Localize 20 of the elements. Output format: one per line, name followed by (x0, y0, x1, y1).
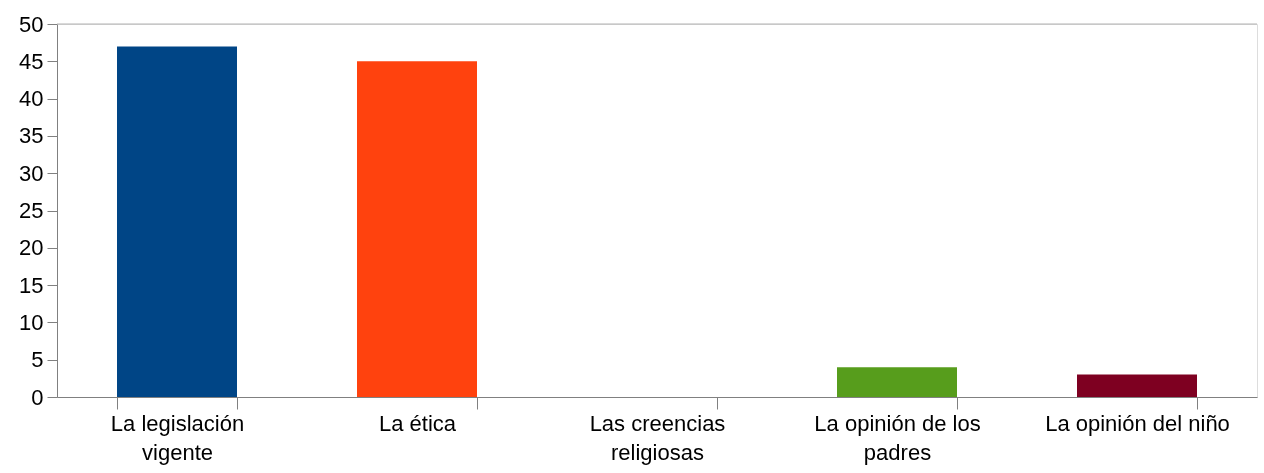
x-tick-label: La opinión del niño (1045, 410, 1230, 436)
y-tick-label: 45 (19, 48, 44, 74)
bar (117, 46, 237, 397)
y-tick-label: 10 (19, 309, 44, 335)
y-tick-label: 20 (19, 235, 44, 261)
bar (357, 61, 477, 397)
y-tick-label: 15 (19, 272, 44, 298)
x-tick-label: La legislación vigente (110, 410, 245, 465)
y-tick-label: 0 (31, 384, 44, 410)
x-tick-label: La opinión de los padres (814, 410, 981, 465)
y-tick-label: 35 (19, 123, 44, 149)
bar (1077, 374, 1197, 397)
y-tick-label: 30 (19, 160, 44, 186)
y-tick-label: 40 (19, 86, 44, 112)
y-tick-label: 25 (19, 198, 44, 223)
x-tick-label: La ética (378, 410, 457, 436)
y-tick-label: 50 (19, 11, 44, 37)
x-tick-label: Las creencias religiosas (589, 410, 726, 465)
bar (837, 367, 957, 397)
y-tick-label: 5 (31, 347, 44, 373)
